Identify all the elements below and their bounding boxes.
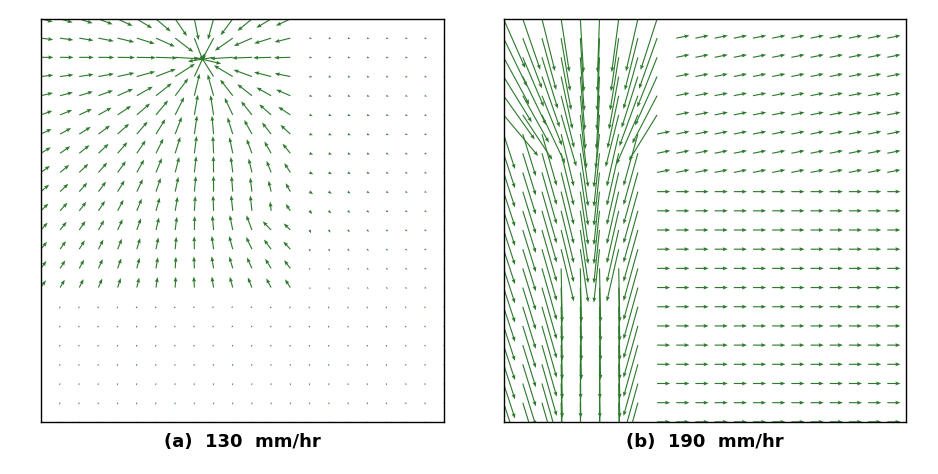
X-axis label: (b)  190  mm/hr: (b) 190 mm/hr	[627, 433, 784, 451]
X-axis label: (a)  130  mm/hr: (a) 130 mm/hr	[164, 433, 321, 451]
